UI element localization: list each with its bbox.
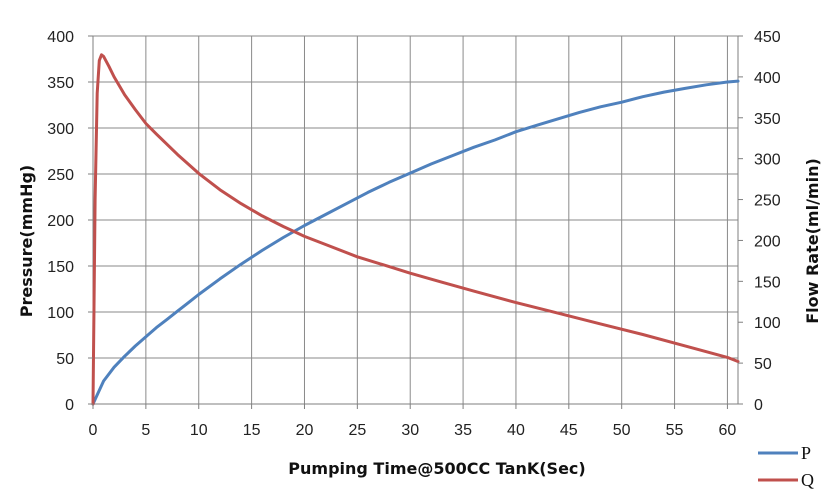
- x-tick-label: 60: [719, 422, 737, 439]
- y2-tick-label: 450: [754, 29, 781, 46]
- legend-label-p: P: [801, 443, 811, 463]
- y2-tick-label: 350: [754, 111, 781, 128]
- x-tick-label: 40: [507, 422, 525, 439]
- y-tick-label: 50: [56, 351, 74, 368]
- x-axis-title: Pumping Time@500CC TanK(Sec): [288, 459, 585, 478]
- x-tick-label: 45: [560, 422, 578, 439]
- y2-tick-label: 0: [754, 397, 763, 414]
- series-line-p: [91, 79, 740, 406]
- x-axis-ticks: 0 5 10 15 20 25 30 35 40 45 50 55 60: [89, 404, 737, 439]
- x-tick-label: 30: [401, 422, 419, 439]
- y-tick-label: 400: [47, 29, 74, 46]
- x-tick-label: 20: [296, 422, 314, 439]
- x-tick-label: 25: [348, 422, 366, 439]
- y-tick-label: 150: [47, 259, 74, 276]
- y-tick-label: 100: [47, 305, 74, 322]
- y2-tick-label: 50: [754, 356, 772, 373]
- y2-tick-label: 300: [754, 152, 781, 169]
- y2-tick-label: 200: [754, 233, 781, 250]
- y-axis-left-title: Pressure(mmHg): [17, 165, 36, 317]
- x-tick-label: 55: [666, 422, 684, 439]
- y2-tick-label: 150: [754, 274, 781, 291]
- x-tick-label: 0: [89, 422, 98, 439]
- y2-tick-label: 250: [754, 193, 781, 210]
- series-layer: [91, 53, 740, 406]
- y-tick-label: 350: [47, 75, 74, 92]
- grid-lines: [92, 35, 738, 405]
- legend: P Q: [758, 443, 814, 490]
- x-tick-label: 50: [613, 422, 631, 439]
- x-tick-label: 35: [454, 422, 472, 439]
- y-axis-right-ticks: 0 50 100 150 200 250 300 350 400 450: [738, 29, 781, 414]
- x-tick-label: 10: [190, 422, 208, 439]
- y-tick-label: 0: [65, 397, 74, 414]
- legend-label-q: Q: [801, 470, 814, 490]
- x-tick-label: 5: [141, 422, 150, 439]
- y-tick-label: 250: [47, 167, 74, 184]
- y-axis-right-title: Flow Rate(ml/min): [803, 158, 822, 324]
- series-line-q: [91, 53, 740, 406]
- y-tick-label: 200: [47, 213, 74, 230]
- x-tick-label: 15: [243, 422, 261, 439]
- y2-tick-label: 400: [754, 70, 781, 87]
- y2-tick-label: 100: [754, 315, 781, 332]
- y-axis-left-ticks: 0 50 100 150 200 250 300 350 400: [47, 29, 93, 414]
- y-tick-label: 300: [47, 121, 74, 138]
